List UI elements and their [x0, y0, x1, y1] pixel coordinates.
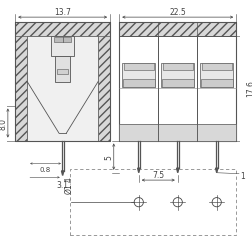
Bar	[119, 36, 158, 124]
Bar	[161, 80, 193, 87]
Text: 22.5: 22.5	[169, 8, 185, 17]
Bar	[200, 80, 232, 87]
Bar	[98, 23, 110, 141]
Bar	[197, 36, 235, 124]
Bar	[57, 69, 68, 75]
Bar	[27, 36, 98, 141]
Bar	[160, 64, 194, 87]
Bar	[162, 64, 192, 71]
Text: 17.6: 17.6	[245, 80, 252, 97]
Bar	[69, 169, 235, 235]
Bar	[158, 36, 197, 124]
Polygon shape	[137, 168, 139, 173]
Bar	[15, 23, 110, 141]
Text: 0.8: 0.8	[40, 167, 51, 173]
Bar	[158, 124, 197, 141]
Polygon shape	[61, 171, 64, 176]
Polygon shape	[176, 168, 178, 173]
Bar	[54, 38, 71, 43]
Bar	[51, 36, 74, 56]
Bar	[197, 124, 235, 141]
Bar	[122, 80, 154, 87]
Text: 1: 1	[239, 171, 244, 180]
Bar	[119, 23, 235, 36]
Bar	[15, 23, 27, 141]
Bar	[199, 64, 233, 87]
Bar	[55, 56, 70, 82]
Bar	[119, 23, 235, 36]
Bar	[201, 64, 231, 71]
Text: 3.1: 3.1	[56, 180, 68, 189]
Text: 8.0: 8.0	[0, 117, 8, 130]
Text: 7.5: 7.5	[152, 171, 164, 179]
Bar	[15, 23, 110, 36]
Bar	[119, 124, 158, 141]
Text: 13.7: 13.7	[54, 8, 71, 17]
Text: Ø1.4: Ø1.4	[64, 175, 73, 193]
Bar	[119, 23, 235, 141]
Bar	[123, 64, 153, 71]
Bar	[121, 64, 155, 87]
Text: 5: 5	[104, 154, 113, 160]
Polygon shape	[215, 168, 217, 173]
